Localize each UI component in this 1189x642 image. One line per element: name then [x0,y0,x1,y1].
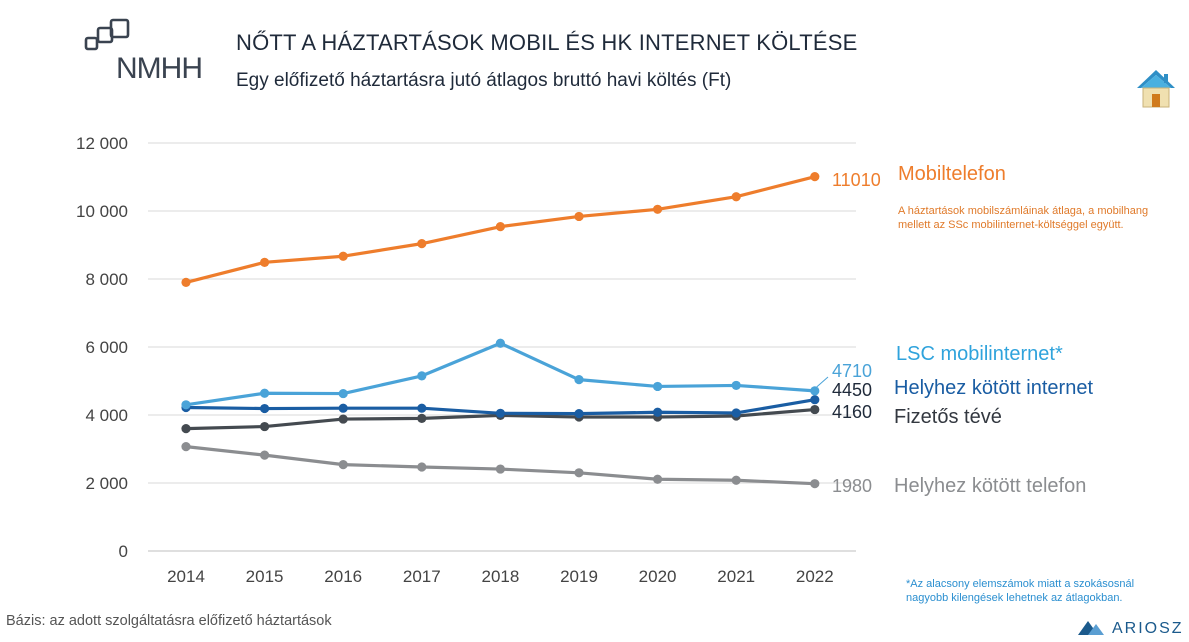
legend-label-series-1: LSC mobilinternet* [896,343,1063,365]
ariosz-text: ARIOSZ [1112,620,1184,637]
mobile-note: A háztartások mobilszámláinak átlaga, a … [898,205,1149,231]
data-point [260,450,270,460]
ariosz-brand: ARIOSZ [1078,620,1184,638]
data-point [810,395,820,405]
data-point [338,414,348,424]
data-point [260,257,270,267]
legend-label-series-0: Mobiltelefon [898,163,1006,185]
end-value-label: 4160 [832,402,872,422]
data-point [731,380,741,391]
asterisk-note: *Az alacsony elemszámok miatt a szokásos… [906,578,1135,604]
data-point [181,277,191,287]
legend-label-series-2: Helyhez kötött internet [894,377,1093,399]
x-tick-label: 2022 [796,567,834,586]
data-point [417,413,427,423]
data-point [260,403,270,414]
data-point [338,388,348,399]
data-point [417,403,427,413]
legend-label-series-4: Helyhez kötött telefon [894,475,1086,497]
x-tick-label: 2020 [639,567,677,586]
x-tick-label: 2018 [481,567,519,586]
data-point [181,442,191,452]
data-point [574,375,584,385]
y-tick-label: 0 [119,542,128,561]
data-point [495,464,505,474]
x-tick-label: 2017 [403,567,441,586]
data-point [495,338,505,348]
page-title: NŐTT A HÁZTARTÁSOK MOBIL ÉS HK INTERNET … [236,30,858,55]
data-point [574,409,584,419]
data-point [181,424,191,434]
data-point [338,403,348,413]
data-point [338,460,348,470]
y-tick-label: 4 000 [85,406,128,425]
data-point [810,172,820,182]
data-point [495,408,505,418]
data-point [417,371,427,381]
end-value-label: 4710 [832,361,872,381]
y-tick-label: 8 000 [85,270,128,289]
home-icon[interactable] [1133,66,1179,112]
data-point [810,479,820,489]
data-point [181,400,191,410]
x-tick-label: 2014 [167,567,205,586]
data-point [260,388,270,398]
page-subtitle: Egy előfizető háztartásra jutó átlagos b… [236,70,732,91]
data-point [574,468,584,478]
x-tick-label: 2021 [717,567,755,586]
x-tick-label: 2016 [324,567,362,586]
data-point [260,421,270,432]
nmhh-logo: NMHH [84,18,214,87]
data-point [653,474,663,484]
leader-line [816,376,829,388]
data-point [731,475,741,485]
end-value-label: 4450 [832,380,872,400]
logo-text: NMHH [116,52,202,82]
data-point [731,192,741,202]
end-value-label: 1980 [832,476,872,496]
y-tick-label: 12 000 [76,134,128,153]
x-tick-label: 2019 [560,567,598,586]
footer-basis: Bázis: az adott szolgáltatásra előfizető… [6,613,332,629]
y-tick-label: 2 000 [85,474,128,493]
y-tick-label: 6 000 [85,338,128,357]
data-point [653,204,663,214]
x-tick-label: 2015 [246,567,284,586]
data-point [653,407,663,417]
data-point [495,222,505,232]
data-point [810,386,820,396]
data-point [417,462,427,472]
data-point [731,408,741,418]
legend-label-series-3: Fizetős tévé [894,406,1002,428]
data-point [417,239,427,249]
data-point [338,251,348,261]
end-value-label: 11010 [832,170,881,190]
y-tick-label: 10 000 [76,202,128,221]
data-point [574,211,584,222]
ariosz-logo-icon [1078,621,1104,635]
data-point [810,404,820,415]
data-point [653,381,663,392]
series-line-1 [185,341,815,407]
